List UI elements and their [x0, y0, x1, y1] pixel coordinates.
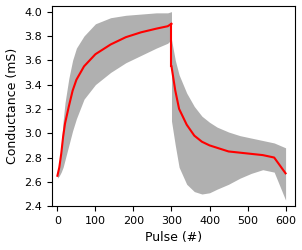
X-axis label: Pulse (#): Pulse (#)	[145, 232, 202, 244]
Y-axis label: Conductance (mS): Conductance (mS)	[5, 48, 18, 164]
